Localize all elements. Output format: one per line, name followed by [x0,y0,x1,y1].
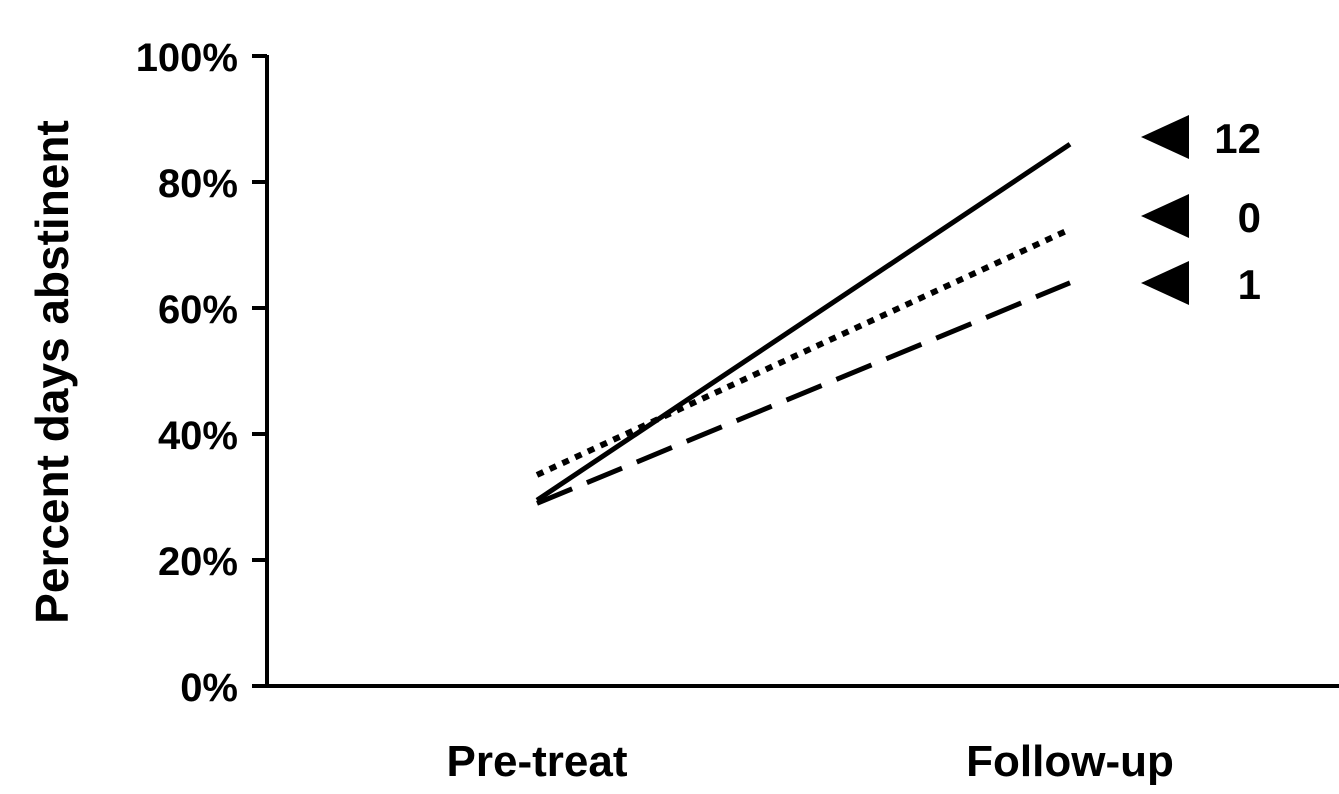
end-marker-triangle-1 [1141,261,1189,305]
y-ticks: 0% 20% 40% 60% 80% 100% [136,36,267,710]
end-marker-triangle-12 [1141,115,1189,159]
series-line-12 [535,142,1072,503]
x-category-label-follow-up: Follow-up [966,737,1174,786]
series-line-1 [536,280,1071,506]
y-tick-label: 40% [158,414,238,458]
end-markers: 12 0 1 [1141,115,1261,308]
end-label-0: 0 [1238,194,1261,241]
end-marker-triangle-0 [1141,194,1189,238]
y-tick-label: 80% [158,162,238,206]
y-tick-label: 60% [158,288,238,332]
y-tick-label: 0% [180,666,238,710]
series-line-0 [535,226,1072,478]
y-axis-title: Percent days abstinent [26,120,78,624]
x-category-label-pre-treat: Pre-treat [447,737,628,786]
series-lines [535,142,1072,506]
y-tick-label: 100% [136,36,238,80]
end-label-1: 1 [1238,261,1261,308]
y-tick-label: 20% [158,540,238,584]
end-label-12: 12 [1214,115,1261,162]
